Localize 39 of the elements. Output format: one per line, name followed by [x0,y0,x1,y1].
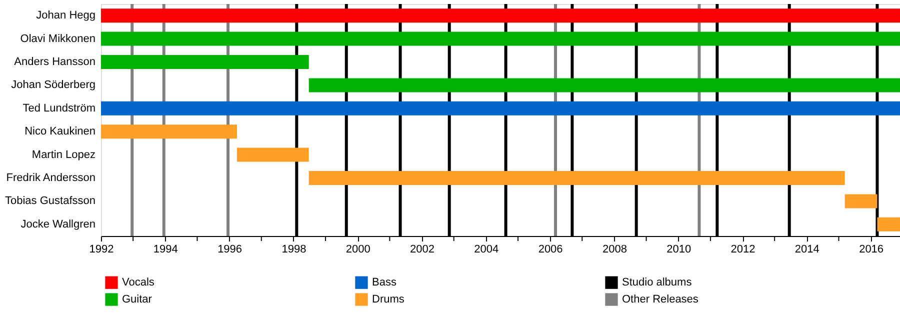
x-tick-label: 2014 [794,244,820,256]
x-tick-label: 2008 [602,244,627,256]
x-tick-label: 1996 [218,244,242,256]
x-tick-label: 1994 [153,244,178,256]
bar [237,148,309,162]
y-tick-label: Johan Hegg [36,10,96,22]
bar [101,124,237,139]
bar [101,32,900,46]
x-tick-label: 1992 [89,244,114,256]
bar [308,78,900,92]
x-tick-label: 2016 [859,244,884,256]
bar [877,217,900,232]
y-tick-label: Ted Lundström [22,102,96,114]
bar [101,8,900,23]
legend-label: Studio albums [622,276,692,289]
x-tick-label: 2000 [346,244,370,256]
bar [844,194,878,208]
y-tick-label: Martin Lopez [32,148,96,161]
legend-label: Bass [372,276,397,289]
bar [308,171,845,185]
legend-label: Vocals [122,276,155,289]
x-tick-label: 2006 [538,244,563,256]
y-tick-label: Jocke Wallgren [20,218,96,230]
x-tick-label: 2002 [410,244,434,256]
bar [101,101,900,116]
x-tick-label: 2004 [474,244,499,256]
y-tick-label: Anders Hansson [14,56,96,68]
y-tick-label: Tobias Gustafsson [5,195,96,208]
x-tick-label: 2010 [666,244,692,256]
x-tick-label: 1998 [282,244,306,256]
legend-label: Other Releases [622,294,699,306]
y-tick-label: Olavi Mikkonen [20,32,96,45]
legend-label: Drums [372,294,405,306]
y-tick-label: Nico Kaukinen [24,126,96,138]
bar [101,55,309,69]
x-tick-label: 2012 [730,244,756,256]
legend-label: Guitar [122,294,152,306]
y-tick-label: Fredrik Andersson [6,172,96,184]
y-tick-label: Johan Söderberg [11,79,96,92]
